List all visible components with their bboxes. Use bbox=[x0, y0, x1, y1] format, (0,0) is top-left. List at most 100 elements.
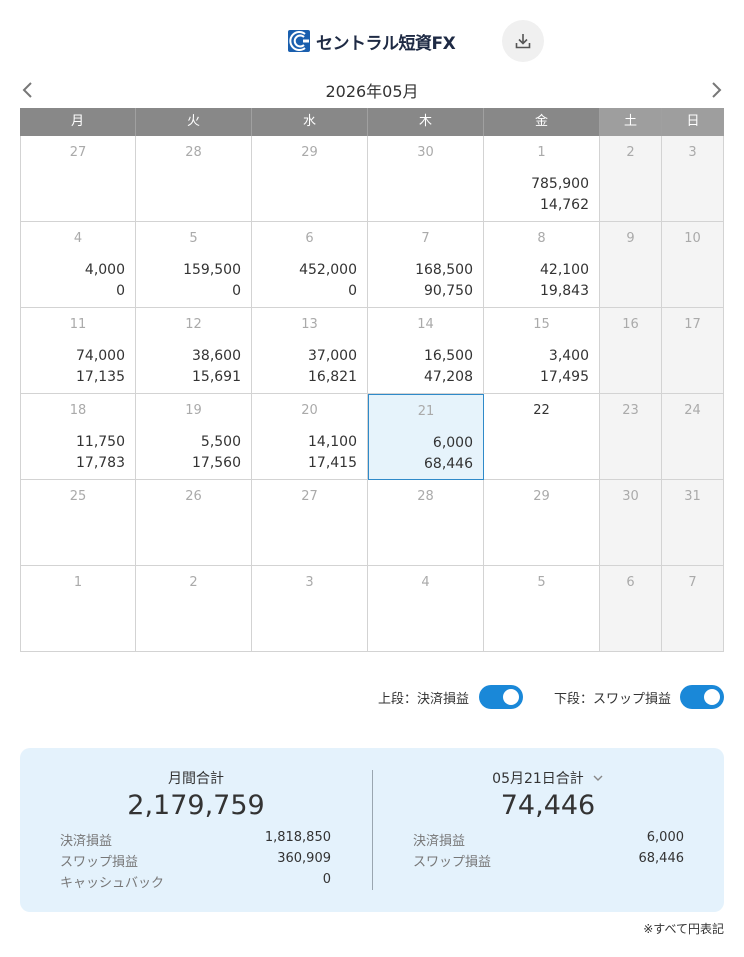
weekday-sun: 日 bbox=[662, 108, 724, 136]
calendar-day-cell[interactable]: 12 38,600 15,691 bbox=[136, 308, 252, 394]
calendar-day-cell[interactable]: 17 bbox=[662, 308, 724, 394]
swap-pnl-value: 0 bbox=[232, 283, 241, 299]
calendar-day-cell[interactable]: 30 bbox=[368, 136, 484, 222]
calendar-day-cell[interactable]: 8 42,100 19,843 bbox=[484, 222, 600, 308]
calendar-day-cell[interactable]: 7 bbox=[662, 566, 724, 652]
calendar-day-cell[interactable]: 24 bbox=[662, 394, 724, 480]
brand-logo: セントラル短資FX bbox=[288, 29, 456, 54]
monthly-row-label: 決済損益 bbox=[60, 834, 113, 849]
calendar-week-row: 25 26 27 28 29 30 31 bbox=[20, 480, 725, 566]
calendar-day-cell[interactable]: 31 bbox=[662, 480, 724, 566]
day-number: 2 bbox=[626, 145, 635, 160]
calendar-day-cell[interactable]: 1 bbox=[20, 566, 136, 652]
calendar-day-cell[interactable]: 29 bbox=[484, 480, 600, 566]
calendar-day-cell[interactable]: 26 bbox=[136, 480, 252, 566]
day-number: 1 bbox=[73, 575, 83, 590]
app-header: セントラル短資FX bbox=[0, 0, 744, 80]
daily-row-value: 68,446 bbox=[638, 851, 685, 866]
day-number: 4 bbox=[73, 231, 83, 246]
monthly-title: 月間合計 bbox=[168, 771, 224, 787]
settlement-pnl-value: 5,500 bbox=[200, 434, 241, 450]
calendar-day-cell[interactable]: 3 bbox=[662, 136, 724, 222]
calendar-day-cell[interactable]: 2 bbox=[136, 566, 252, 652]
swap-pnl-value: 17,783 bbox=[76, 455, 125, 471]
calendar-day-cell[interactable]: 16 bbox=[600, 308, 662, 394]
day-number: 21 bbox=[417, 404, 435, 419]
calendar-day-cell[interactable]: 5 bbox=[484, 566, 600, 652]
swap-pnl-value: 47,208 bbox=[424, 369, 473, 385]
calendar-day-cell[interactable]: 28 bbox=[136, 136, 252, 222]
calendar-day-cell[interactable]: 7 168,500 90,750 bbox=[368, 222, 484, 308]
toggle-knob bbox=[503, 689, 519, 705]
calendar-day-cell[interactable]: 28 bbox=[368, 480, 484, 566]
calendar-day-cell[interactable]: 18 11,750 17,783 bbox=[20, 394, 136, 480]
settlement-pnl-value: 42,100 bbox=[540, 262, 589, 278]
calendar-day-cell[interactable]: 11 74,000 17,135 bbox=[20, 308, 136, 394]
day-number: 6 bbox=[626, 575, 635, 590]
next-month-button[interactable] bbox=[706, 80, 726, 100]
calendar-day-cell[interactable]: 14 16,500 47,208 bbox=[368, 308, 484, 394]
calendar-day-cell[interactable]: 13 37,000 16,821 bbox=[252, 308, 368, 394]
download-button[interactable] bbox=[502, 20, 544, 62]
calendar-day-cell[interactable]: 15 3,400 17,495 bbox=[484, 308, 600, 394]
date-selector[interactable]: 05月21日合計 bbox=[492, 768, 604, 788]
upper-row-toggle[interactable] bbox=[479, 685, 523, 709]
day-number: 17 bbox=[684, 317, 701, 332]
calendar-day-cell[interactable]: 1 785,900 14,762 bbox=[484, 136, 600, 222]
lower-row-toggle[interactable] bbox=[680, 685, 724, 709]
calendar-day-cell[interactable]: 20 14,100 17,415 bbox=[252, 394, 368, 480]
calendar-day-cell-selected[interactable]: 21 6,000 68,446 bbox=[368, 394, 484, 480]
monthly-row-value: 1,818,850 bbox=[264, 830, 331, 845]
monthly-total: 2,179,759 bbox=[127, 790, 265, 821]
swap-pnl-value: 17,495 bbox=[540, 369, 589, 385]
day-number: 29 bbox=[301, 145, 318, 160]
settlement-pnl-value: 6,000 bbox=[432, 435, 473, 451]
calendar-day-cell[interactable]: 5 159,500 0 bbox=[136, 222, 252, 308]
swap-pnl-value: 68,446 bbox=[424, 456, 473, 472]
calendar-day-cell[interactable]: 27 bbox=[20, 136, 136, 222]
calendar-day-cell[interactable]: 22 bbox=[484, 394, 600, 480]
settlement-pnl-value: 16,500 bbox=[424, 348, 473, 364]
calendar-day-cell[interactable]: 9 bbox=[600, 222, 662, 308]
settlement-pnl-value: 37,000 bbox=[308, 348, 357, 364]
calendar-day-cell[interactable]: 30 bbox=[600, 480, 662, 566]
brand-logo-text: セントラル短資FX bbox=[316, 33, 456, 54]
prev-month-button[interactable] bbox=[18, 80, 38, 100]
calendar-week-row: 27 28 29 30 1 785,900 14,762 2 3 bbox=[20, 136, 725, 222]
day-number: 29 bbox=[533, 489, 550, 504]
calendar-day-cell[interactable]: 10 bbox=[662, 222, 724, 308]
calendar-week-row: 11 74,000 17,135 12 38,600 15,691 13 37,000 16,8… bbox=[20, 308, 725, 394]
calendar-day-cell[interactable]: 2 bbox=[600, 136, 662, 222]
weekday-sat: 土 bbox=[600, 108, 662, 136]
day-number: 1 bbox=[537, 145, 546, 160]
swap-pnl-value: 19,843 bbox=[540, 283, 589, 299]
day-number: 15 bbox=[533, 317, 550, 332]
settlement-pnl-value: 14,100 bbox=[308, 434, 357, 450]
summary-panel: 月間合計 2,179,759 決済損益 1,818,850 スワップ損益 360… bbox=[20, 748, 724, 912]
calendar-day-cell[interactable]: 4 4,000 0 bbox=[20, 222, 136, 308]
calendar-day-cell[interactable]: 23 bbox=[600, 394, 662, 480]
monthly-row-value: 360,909 bbox=[277, 851, 331, 866]
download-icon bbox=[515, 34, 531, 49]
monthly-row-label: スワップ損益 bbox=[60, 855, 139, 870]
settlement-pnl-value: 4,000 bbox=[84, 262, 125, 278]
swap-pnl-value: 90,750 bbox=[424, 283, 473, 299]
calendar-day-cell[interactable]: 27 bbox=[252, 480, 368, 566]
calendar-grid: 27 28 29 30 1 785,900 14,762 2 3 4 4,000 0 5 159,500 0… bbox=[20, 136, 725, 652]
calendar-day-cell[interactable]: 3 bbox=[252, 566, 368, 652]
calendar-day-cell[interactable]: 29 bbox=[252, 136, 368, 222]
calendar-week-row: 18 11,750 17,783 19 5,500 17,560 20 14,100 17,41… bbox=[20, 394, 725, 480]
day-number: 20 bbox=[301, 403, 318, 418]
calendar-day-cell[interactable]: 25 bbox=[20, 480, 136, 566]
swap-pnl-value: 17,135 bbox=[76, 369, 125, 385]
calendar-day-cell[interactable]: 19 5,500 17,560 bbox=[136, 394, 252, 480]
day-number: 4 bbox=[421, 575, 430, 590]
day-number: 7 bbox=[421, 231, 430, 246]
day-number: 13 bbox=[301, 317, 318, 332]
calendar-day-cell[interactable]: 4 bbox=[368, 566, 484, 652]
day-number: 9 bbox=[626, 231, 635, 246]
day-number: 27 bbox=[301, 489, 318, 504]
day-number: 18 bbox=[69, 403, 87, 418]
calendar-day-cell[interactable]: 6 bbox=[600, 566, 662, 652]
calendar-day-cell[interactable]: 6 452,000 0 bbox=[252, 222, 368, 308]
